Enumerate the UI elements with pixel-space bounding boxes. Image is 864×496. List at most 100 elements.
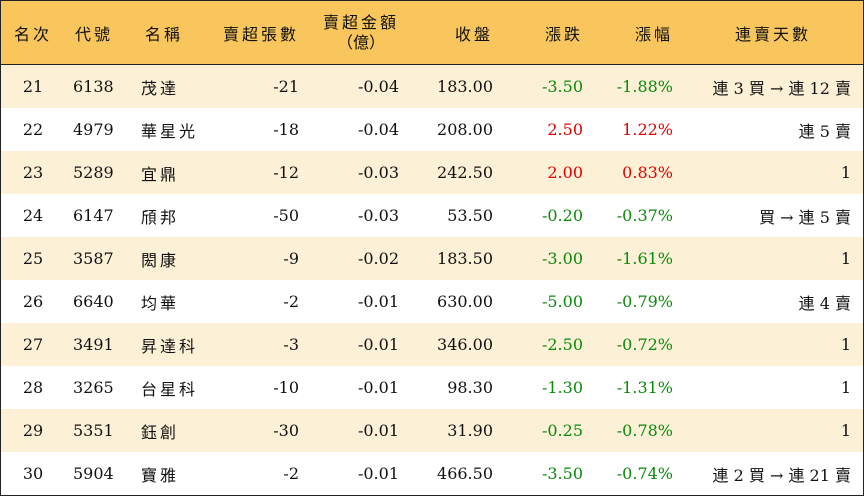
table-row: 27 3491 昇達科 -3 -0.01 346.00 -2.50 -0.72% 1 [1,323,863,366]
cell-sell-lots: -21 [273,77,299,96]
cell-pct: -0.74% [616,464,673,483]
cell-rank: 28 [22,378,44,397]
header-sell-amount-line1: 賣超金額 [322,12,399,32]
cell-close: 466.50 [437,464,493,483]
cell-name: 鈺創 [141,422,180,442]
cell-sell-amount: -0.01 [357,292,399,311]
cell-sell-amount: -0.04 [357,77,399,96]
cell-pct: 0.83% [622,163,673,182]
cell-change: -0.20 [541,206,583,225]
table-row: 28 3265 台星科 -10 -0.01 98.30 -1.30 -1.31% 1 [1,366,863,409]
cell-sell-lots: -2 [283,464,299,483]
cell-pct: 1.22% [622,120,673,139]
cell-change: -3.50 [541,77,583,96]
cell-change: -2.50 [541,335,583,354]
cell-streak: 1 [840,249,851,268]
cell-streak: 連 3 買 → 連 12 賣 [712,78,851,98]
cell-pct: -0.37% [616,206,673,225]
cell-sell-lots: -50 [273,206,299,225]
cell-pct: -0.72% [616,335,673,354]
table-body: 21 6138 茂達 -21 -0.04 183.00 -3.50 -1.88% 連 3 買 →… [1,65,863,495]
cell-change: 2.00 [547,163,583,182]
cell-rank: 22 [22,120,44,139]
header-pct: 漲幅 [634,24,673,44]
cell-code: 5351 [73,421,114,440]
cell-sell-amount: -0.04 [357,120,399,139]
cell-sell-lots: -2 [283,292,299,311]
cell-sell-amount: -0.01 [357,421,399,440]
cell-pct: -1.31% [616,378,673,397]
header-sell-amount-line2: （億） [336,32,385,52]
cell-code: 3587 [73,249,114,268]
table-row: 25 3587 閎康 -9 -0.02 183.50 -3.00 -1.61% 1 [1,237,863,280]
cell-close: 346.00 [437,335,493,354]
header-sell-lots: 賣超張數 [222,24,299,44]
cell-rank: 30 [22,464,44,483]
cell-pct: -1.88% [616,77,673,96]
cell-close: 630.00 [437,292,493,311]
cell-rank: 29 [22,421,44,440]
cell-sell-lots: -3 [283,335,299,354]
cell-rank: 26 [22,292,44,311]
header-sell-amount: 賣超金額 （億） [309,1,409,64]
cell-change: 2.50 [547,120,583,139]
table-row: 29 5351 鈺創 -30 -0.01 31.90 -0.25 -0.78% 1 [1,409,863,452]
cell-pct: -1.61% [616,249,673,268]
cell-streak: 連 4 賣 [798,293,851,313]
header-change: 漲跌 [544,24,583,44]
table-header: 名次 代號 名稱 賣超張數 賣超金額 （億） 收盤 漲跌 漲幅 連賣天數 [1,1,863,65]
cell-name: 茂達 [141,78,180,98]
header-code: 代號 [75,24,114,44]
table-row: 21 6138 茂達 -21 -0.04 183.00 -3.50 -1.88% 連 3 買 →… [1,65,863,108]
cell-code: 5289 [73,163,114,182]
cell-sell-amount: -0.01 [357,335,399,354]
cell-rank: 21 [22,77,44,96]
cell-name: 寶雅 [141,465,180,485]
cell-code: 6147 [73,206,114,225]
cell-pct: -0.79% [616,292,673,311]
cell-close: 53.50 [447,206,493,225]
cell-close: 98.30 [447,378,493,397]
cell-close: 208.00 [437,120,493,139]
cell-name: 台星科 [141,379,199,399]
cell-sell-lots: -12 [273,163,299,182]
cell-sell-lots: -30 [273,421,299,440]
cell-name: 頎邦 [141,207,180,227]
cell-streak: 買 → 連 5 賣 [759,207,851,227]
cell-code: 3491 [73,335,114,354]
cell-code: 5904 [73,464,114,483]
cell-close: 31.90 [447,421,493,440]
cell-code: 3265 [73,378,114,397]
cell-streak: 連 5 賣 [798,121,851,141]
cell-sell-amount: -0.03 [357,206,399,225]
cell-rank: 24 [22,206,44,225]
cell-name: 宜鼎 [141,164,180,184]
cell-name: 華星光 [141,121,199,141]
table-row: 30 5904 寶雅 -2 -0.01 466.50 -3.50 -0.74% 連 2 買 → … [1,452,863,495]
cell-code: 6138 [73,77,114,96]
cell-sell-amount: -0.01 [357,464,399,483]
cell-sell-amount: -0.01 [357,378,399,397]
cell-streak: 1 [840,421,851,440]
cell-close: 242.50 [437,163,493,182]
cell-rank: 25 [22,249,44,268]
cell-sell-lots: -18 [273,120,299,139]
table-row: 22 4979 華星光 -18 -0.04 208.00 2.50 1.22% 連 5 賣 [1,108,863,151]
header-name: 名稱 [145,24,184,44]
cell-change: -0.25 [541,421,583,440]
cell-change: -3.50 [541,464,583,483]
cell-code: 6640 [73,292,114,311]
table-row: 23 5289 宜鼎 -12 -0.03 242.50 2.00 0.83% 1 [1,151,863,194]
cell-close: 183.00 [437,77,493,96]
cell-close: 183.50 [437,249,493,268]
cell-sell-amount: -0.02 [357,249,399,268]
cell-streak: 1 [840,335,851,354]
cell-name: 均華 [141,293,180,313]
cell-change: -3.00 [541,249,583,268]
cell-streak: 1 [840,378,851,397]
cell-code: 4979 [73,120,114,139]
cell-streak: 連 2 買 → 連 21 賣 [712,465,851,485]
cell-name: 閎康 [141,250,180,270]
cell-streak: 1 [840,163,851,182]
